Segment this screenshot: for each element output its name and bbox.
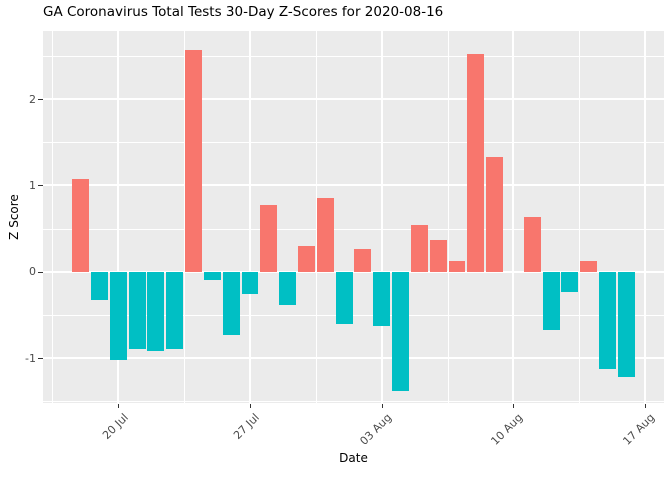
bar-2020-08-13 bbox=[561, 271, 579, 292]
gridline-major-y bbox=[43, 98, 664, 101]
x-tick-label: 03 Aug bbox=[357, 411, 394, 448]
x-tick-label: 10 Aug bbox=[488, 411, 526, 448]
bar-2020-08-02 bbox=[354, 248, 372, 272]
x-tick-mark bbox=[645, 404, 647, 408]
gridline-minor-x bbox=[184, 31, 186, 403]
x-tick-label: 20 Jul bbox=[99, 411, 131, 442]
bar-2020-08-14 bbox=[580, 260, 598, 272]
gridline-major-x bbox=[248, 31, 251, 403]
bar-2020-07-27 bbox=[241, 271, 259, 295]
bar-2020-07-22 bbox=[147, 271, 165, 352]
gridline-major-y bbox=[43, 357, 664, 360]
y-tick-label: -1 bbox=[25, 351, 36, 365]
gridline-minor-x bbox=[315, 31, 317, 403]
bar-2020-08-03 bbox=[373, 271, 391, 327]
bar-2020-07-30 bbox=[297, 245, 315, 272]
plot-panel bbox=[43, 31, 664, 403]
gridline-minor-y bbox=[43, 401, 664, 403]
gridline-major-x bbox=[117, 31, 120, 403]
gridline-major-x bbox=[644, 31, 647, 403]
bar-2020-07-31 bbox=[316, 197, 334, 272]
x-tick-mark bbox=[118, 404, 120, 408]
x-tick-mark bbox=[250, 404, 251, 408]
gridline-minor-y bbox=[43, 314, 664, 316]
bar-2020-08-16 bbox=[617, 271, 635, 378]
y-tick-mark bbox=[38, 271, 43, 273]
y-tick-label: 1 bbox=[29, 178, 36, 192]
y-tick-mark bbox=[38, 99, 43, 101]
gridline-minor-y bbox=[43, 56, 664, 58]
bar-2020-07-23 bbox=[166, 271, 184, 350]
bar-2020-08-11 bbox=[523, 217, 541, 272]
bar-2020-07-29 bbox=[279, 271, 297, 305]
y-tick-mark bbox=[38, 358, 43, 360]
bar-2020-08-06 bbox=[429, 239, 447, 272]
y-tick-label: 0 bbox=[29, 265, 36, 279]
bar-2020-07-25 bbox=[203, 271, 221, 281]
gridline-minor-x bbox=[579, 31, 581, 403]
bar-2020-07-28 bbox=[260, 205, 278, 272]
x-tick-mark bbox=[381, 404, 383, 408]
gridline-minor-x bbox=[52, 31, 54, 403]
gridline-major-x bbox=[512, 31, 515, 403]
bar-2020-07-18 bbox=[72, 178, 90, 272]
bar-2020-07-26 bbox=[222, 271, 240, 335]
y-axis-title: Z Score bbox=[7, 194, 21, 240]
x-tick-mark bbox=[513, 404, 515, 408]
bar-2020-07-21 bbox=[128, 271, 146, 350]
y-tick-mark bbox=[38, 185, 43, 187]
gridline-major-y bbox=[43, 270, 664, 273]
chart-title: GA Coronavirus Total Tests 30-Day Z-Scor… bbox=[43, 4, 444, 20]
bar-2020-08-15 bbox=[599, 271, 616, 370]
bar-2020-07-20 bbox=[109, 271, 127, 360]
gridline-major-y bbox=[43, 184, 664, 187]
gridline-minor-x bbox=[447, 31, 449, 403]
gridline-minor-y bbox=[43, 228, 664, 230]
x-tick-label: 27 Jul bbox=[231, 411, 263, 442]
bar-2020-08-09 bbox=[486, 157, 504, 272]
x-axis-title: Date bbox=[339, 451, 368, 465]
bar-2020-08-04 bbox=[392, 271, 409, 391]
bar-2020-07-19 bbox=[90, 271, 108, 301]
gridline-minor-y bbox=[43, 142, 664, 144]
bar-2020-08-07 bbox=[448, 261, 466, 272]
bar-2020-07-24 bbox=[185, 49, 202, 272]
bar-2020-08-01 bbox=[335, 271, 353, 324]
bar-2020-08-08 bbox=[467, 54, 485, 272]
bar-2020-08-05 bbox=[410, 225, 428, 272]
x-tick-label: 17 Aug bbox=[620, 411, 658, 448]
y-tick-label: 2 bbox=[29, 92, 36, 106]
gridline-major-x bbox=[380, 31, 383, 403]
bar-2020-08-12 bbox=[542, 271, 560, 331]
